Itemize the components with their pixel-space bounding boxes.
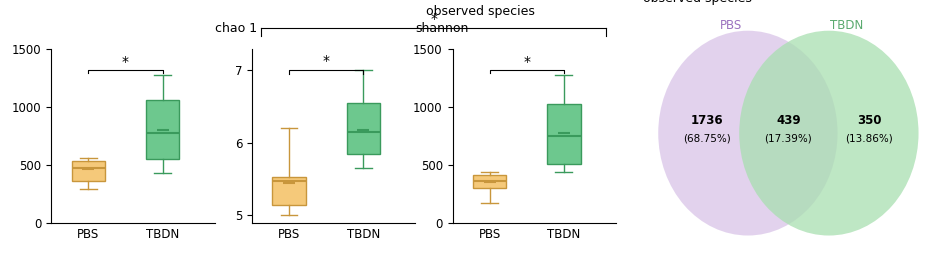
- Text: observed species: observed species: [643, 0, 752, 5]
- Text: *: *: [523, 55, 530, 69]
- Ellipse shape: [739, 31, 919, 236]
- Text: *: *: [430, 12, 438, 26]
- Text: *: *: [323, 54, 329, 68]
- Text: chao 1: chao 1: [215, 22, 257, 35]
- PathPatch shape: [272, 177, 306, 205]
- Text: 1736: 1736: [691, 114, 724, 127]
- Text: observed species: observed species: [426, 5, 535, 18]
- Text: (13.86%): (13.86%): [845, 133, 893, 143]
- Text: (68.75%): (68.75%): [684, 133, 731, 143]
- PathPatch shape: [346, 103, 380, 154]
- PathPatch shape: [72, 161, 105, 181]
- Text: 439: 439: [776, 114, 801, 127]
- Text: TBDN: TBDN: [829, 19, 863, 32]
- PathPatch shape: [547, 104, 580, 164]
- Text: 350: 350: [857, 114, 882, 127]
- Text: shannon: shannon: [415, 22, 468, 35]
- Text: *: *: [122, 55, 129, 69]
- PathPatch shape: [146, 100, 179, 159]
- Ellipse shape: [659, 31, 838, 236]
- Text: (17.39%): (17.39%): [764, 133, 813, 143]
- Text: PBS: PBS: [719, 19, 742, 32]
- PathPatch shape: [473, 175, 507, 188]
